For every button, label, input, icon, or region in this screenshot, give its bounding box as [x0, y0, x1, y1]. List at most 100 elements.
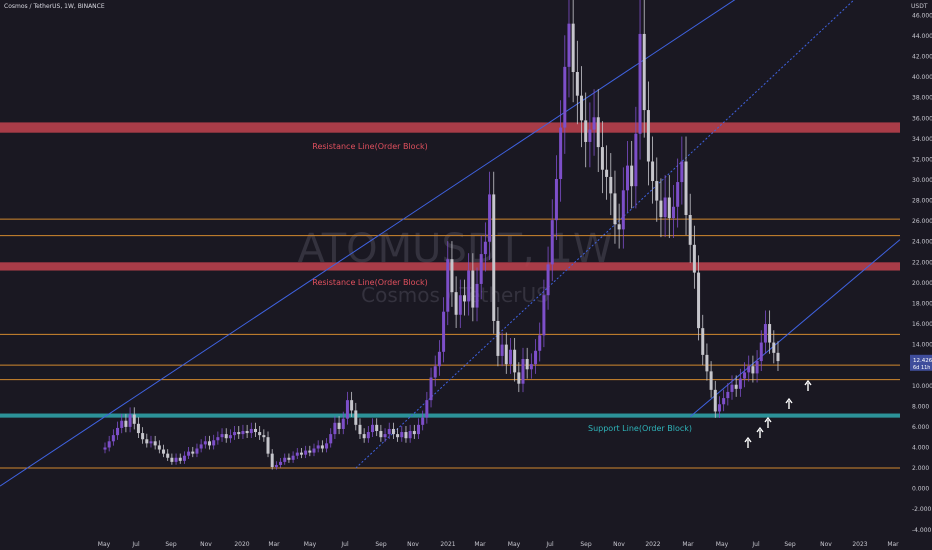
candle [358, 418, 362, 439]
candle [722, 389, 726, 412]
price-tick-label: 36.000 [912, 115, 932, 122]
candle [329, 428, 333, 448]
candle-body [450, 259, 454, 293]
candle [446, 241, 450, 326]
candle-body [722, 398, 726, 405]
candle [471, 253, 475, 322]
candle [391, 422, 395, 439]
candle [726, 383, 730, 406]
candle-body [178, 457, 182, 461]
candle-body [659, 200, 663, 218]
price-tick-label: 8.000 [912, 403, 929, 410]
time-tick-label: Nov [407, 541, 419, 548]
candle [220, 428, 224, 442]
candle-body [174, 457, 178, 462]
candle [228, 429, 232, 443]
candle [354, 402, 358, 431]
candle [609, 153, 613, 216]
time-tick-label: Jul [131, 541, 140, 548]
price-tick-label: 0.000 [912, 486, 929, 493]
candle-body [529, 364, 533, 370]
candle-body [341, 418, 345, 429]
candle-body [203, 441, 207, 445]
time-tick-label: Sep [375, 541, 387, 548]
candle [345, 391, 349, 425]
price-tick-label: 40.000 [912, 74, 932, 81]
candle [258, 426, 262, 440]
candle-body [617, 224, 621, 230]
candle-body [216, 437, 220, 441]
price-tick-label: 28.000 [912, 198, 932, 205]
price-tick-label: 10.000 [912, 383, 932, 390]
candle-body [287, 457, 291, 460]
candles [103, 0, 780, 470]
candle-body [187, 451, 191, 456]
candle-body [149, 441, 153, 444]
candle-body [701, 328, 705, 355]
candle [688, 193, 692, 263]
candle-body [141, 433, 145, 440]
candle-body [508, 349, 512, 365]
candle-body [709, 371, 713, 390]
candle [759, 330, 763, 372]
current-price: 12.426 [913, 358, 932, 364]
candle [429, 367, 433, 408]
candle-body [350, 400, 354, 411]
candle-body [421, 417, 425, 425]
candle [157, 440, 161, 454]
candle [425, 391, 429, 424]
candle-body [705, 354, 709, 372]
candle [404, 426, 408, 443]
candle-body [446, 259, 450, 312]
candle [529, 353, 533, 379]
candle [153, 435, 157, 450]
candle-body [479, 254, 483, 284]
price-tick-label: 34.000 [912, 136, 932, 143]
time-axis[interactable]: May Jul Sep Nov 2020 Mar May Jul Sep Nov 2021 Mar Ma… [98, 541, 899, 548]
time-tick-label: May [98, 541, 111, 548]
price-tick-label: 4.000 [912, 444, 929, 451]
candle [295, 448, 299, 460]
candle [642, 0, 646, 138]
level-lines [0, 122, 900, 469]
candle-body [651, 161, 655, 182]
bar-countdown: 6d 11h [913, 365, 930, 371]
candle-body [751, 366, 755, 374]
candle-body [676, 182, 680, 207]
candle-body [379, 431, 383, 438]
candle [638, 0, 642, 160]
candle [316, 440, 320, 453]
price-tick-label: 42.000 [912, 54, 932, 61]
price-tick-label: 18.000 [912, 300, 932, 307]
candle [479, 235, 483, 300]
candle-body [136, 423, 140, 434]
channel-lower [689, 239, 901, 417]
candle [575, 40, 579, 125]
candle [291, 451, 295, 463]
time-tick-label: Mar [268, 541, 280, 548]
candle-body [609, 176, 613, 194]
candle [249, 422, 253, 438]
price-tick-label: 2.000 [912, 465, 929, 472]
candle [676, 158, 680, 228]
candle-body [295, 452, 299, 456]
candle [299, 448, 303, 459]
time-tick-label: Jul [545, 541, 554, 548]
candle-body [763, 324, 767, 343]
time-tick-label: Mar [887, 541, 899, 548]
price-axis[interactable]: USDT 46.000 44.000 42.000 40.000 38.000 36.00… [911, 3, 932, 534]
candle [492, 171, 496, 334]
candle-body [103, 447, 107, 450]
candle-body [575, 72, 579, 96]
candle-body [726, 391, 730, 399]
candle-body [162, 449, 166, 454]
candle-body [630, 165, 634, 187]
candle-body [442, 311, 446, 352]
candle [408, 424, 412, 443]
time-tick-label: 2022 [645, 541, 660, 548]
candle-body [471, 270, 475, 308]
price-tag-bg [910, 354, 932, 371]
candle-body [396, 434, 400, 438]
candle-body [517, 372, 521, 384]
